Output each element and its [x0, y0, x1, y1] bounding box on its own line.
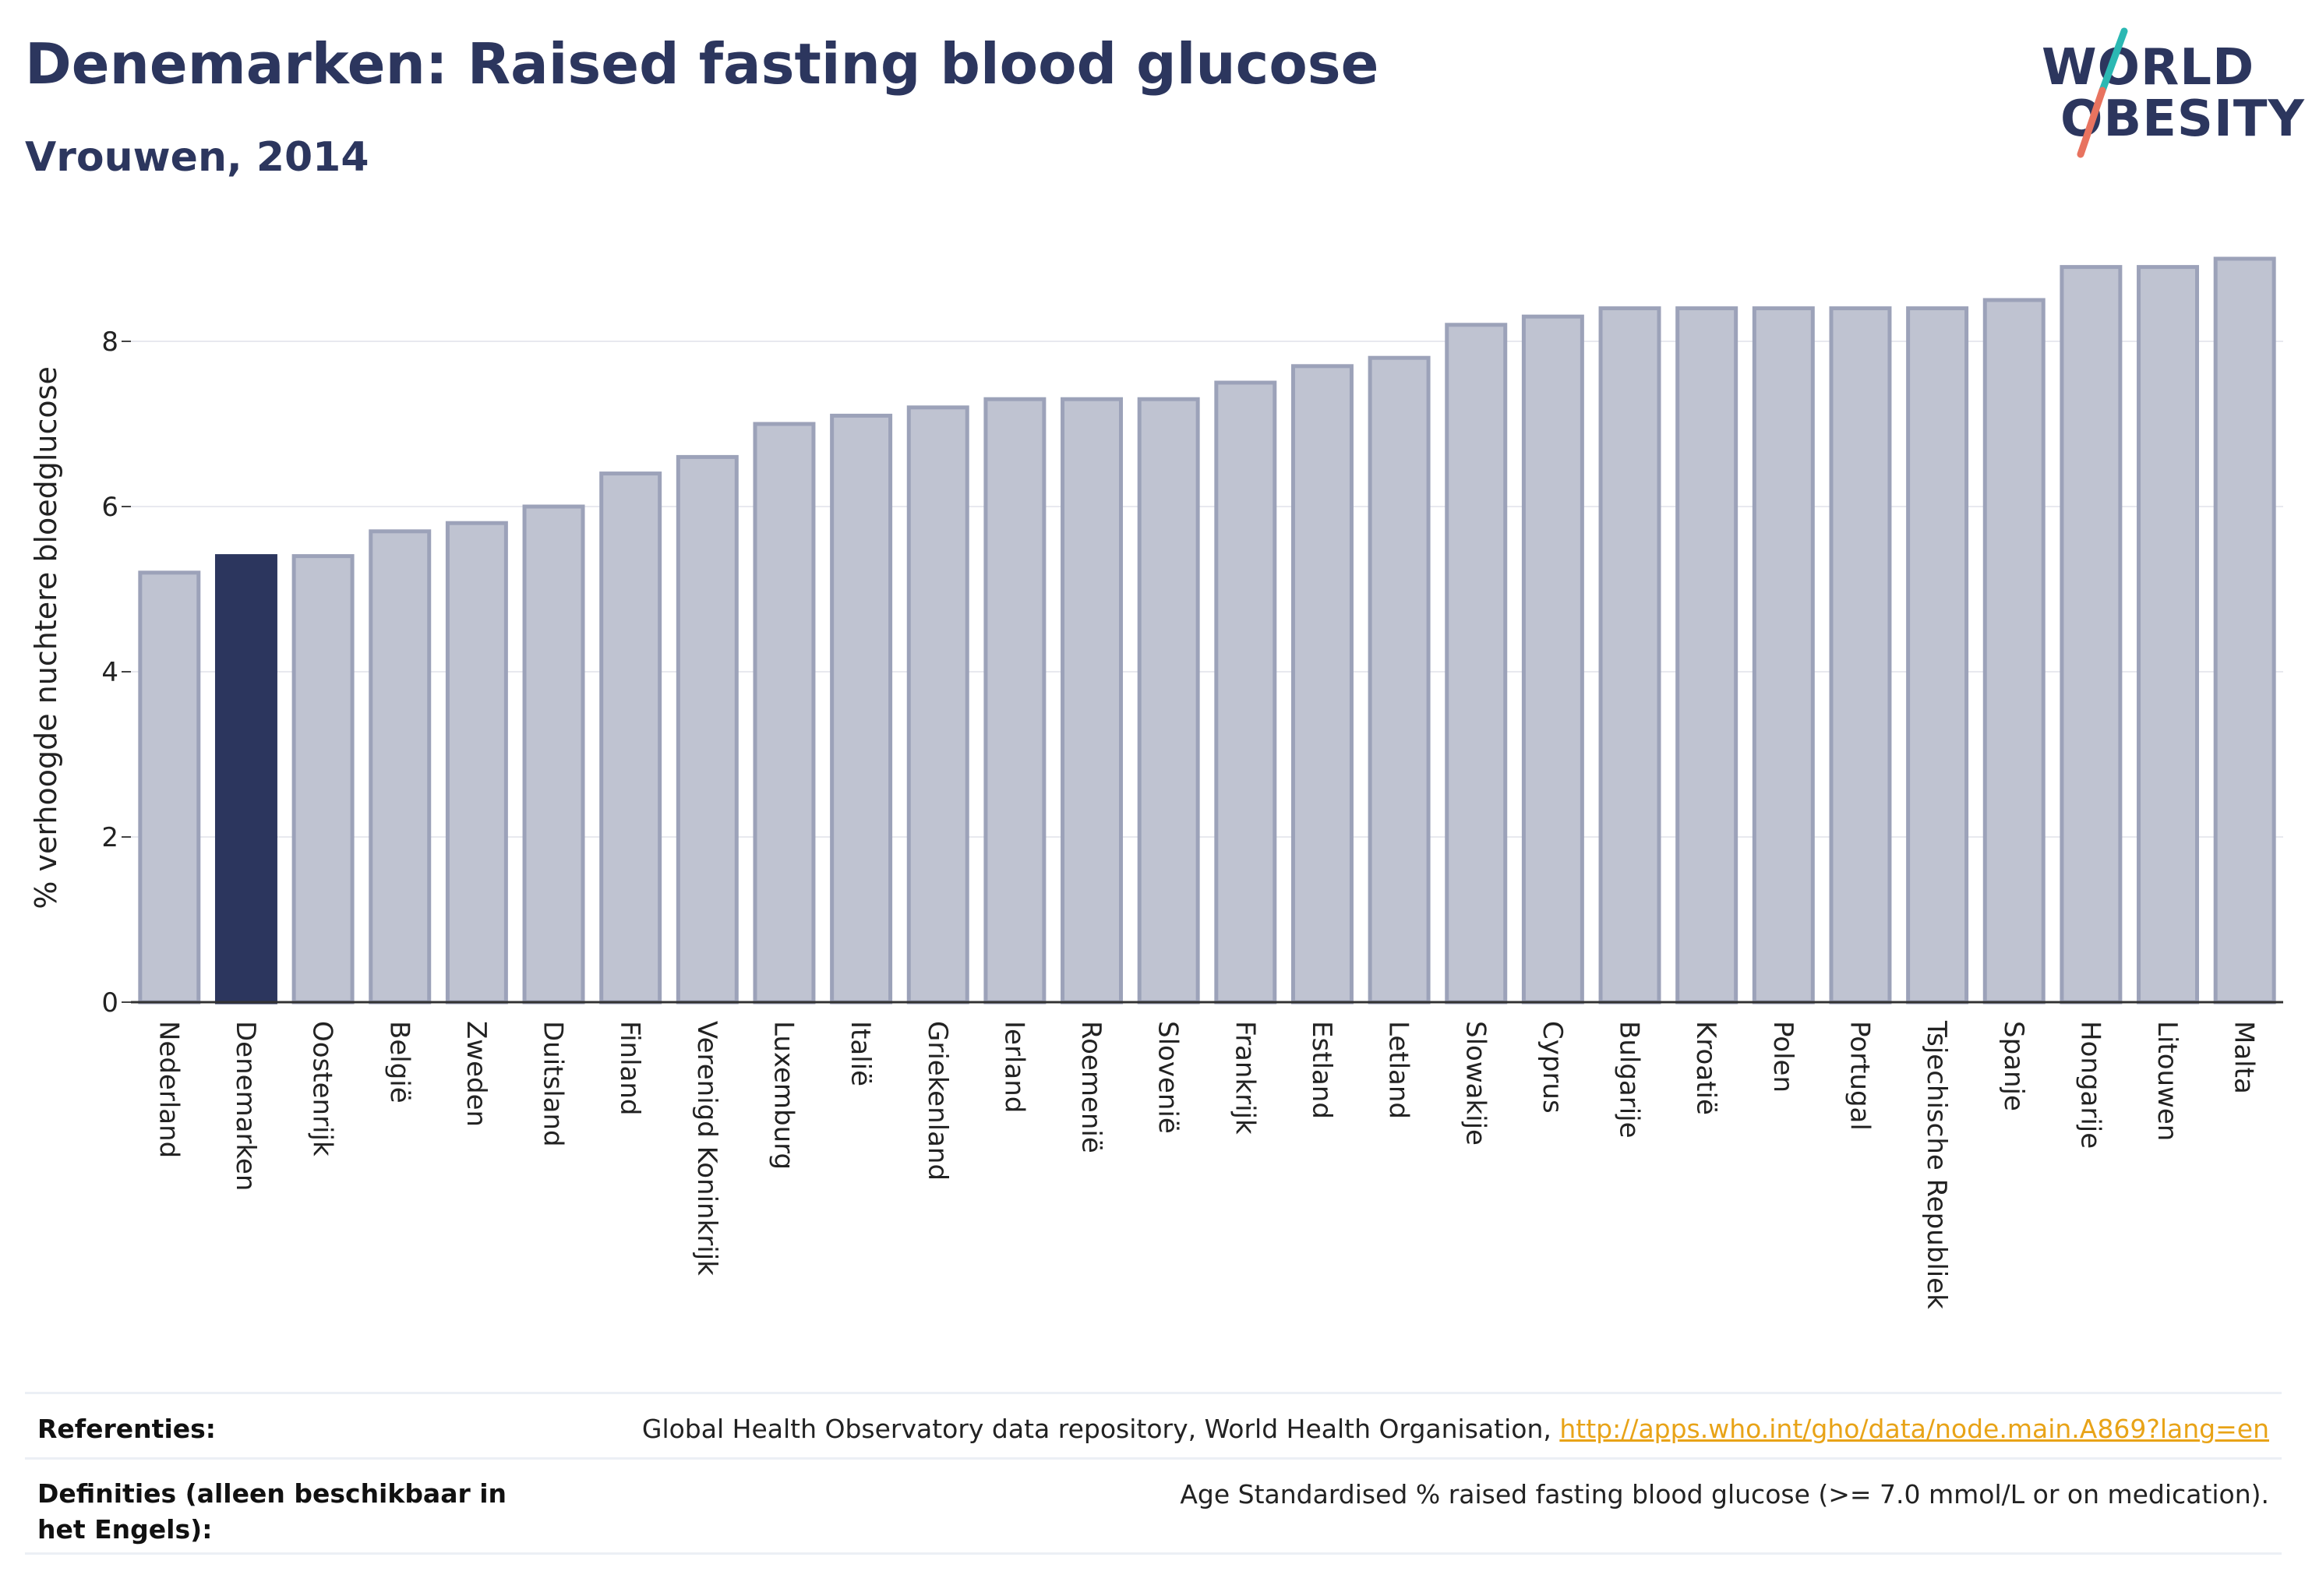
y-axis-label: % verhoogde nuchtere bloedglucose: [29, 366, 63, 909]
x-tick-label: Duitsland: [538, 1021, 569, 1147]
bar-kroati-: [1675, 306, 1738, 1005]
references-link[interactable]: http://apps.who.int/gho/data/node.main.A…: [1559, 1414, 2269, 1444]
bar-duitsland: [522, 504, 585, 1005]
bar-portugal: [1829, 306, 1892, 1005]
x-tick-label: Italië: [845, 1021, 876, 1086]
bar-tsjechische-republiek: [1906, 306, 1969, 1005]
x-tick-label: Polen: [1767, 1021, 1798, 1093]
x-tick-label: Zweden: [461, 1021, 492, 1127]
y-tick-label: 2: [101, 822, 118, 853]
bar-chart: 0 2 4 6 8 % verhoogde nuchtere bloedglucose Ne…: [29, 256, 2283, 1309]
x-tick-label: Malta: [2229, 1021, 2260, 1094]
y-tick-label: 0: [101, 987, 118, 1019]
footer-rule-top: [25, 1392, 2282, 1394]
bar-polen: [1752, 306, 1815, 1005]
x-tick-label: Slowakije: [1460, 1021, 1491, 1146]
bar-estland: [1290, 364, 1354, 1005]
world-obesity-logo: WORLD OBESITY: [2026, 23, 2304, 164]
bar-slowakije: [1445, 323, 1508, 1005]
bar-hongarije: [2060, 265, 2123, 1005]
x-tick-label: Letland: [1383, 1021, 1414, 1119]
x-tick-label: Bulgarije: [1614, 1021, 1645, 1139]
footer-rule-middle: [25, 1457, 2282, 1460]
bar-sloveni-: [1137, 397, 1200, 1005]
bar-malta: [2213, 256, 2276, 1005]
x-tick-label: Litouwen: [2151, 1021, 2183, 1141]
y-tick-label: 8: [101, 327, 118, 358]
x-tick-label: Frankrijk: [1229, 1021, 1260, 1135]
x-tick-label: Portugal: [1844, 1021, 1875, 1131]
bar-belgi-: [369, 529, 432, 1005]
tick-labels: 0 2 4 6 8 % verhoogde nuchtere bloedglucose Ne…: [29, 327, 2260, 1309]
bar-finland: [599, 471, 662, 1005]
x-tick-label: Ierland: [998, 1021, 1029, 1113]
references-text: Global Health Observatory data repositor…: [642, 1414, 2269, 1444]
bar-zweden: [445, 521, 508, 1005]
x-tick-label: Denemarken: [230, 1021, 261, 1191]
x-tick-label: Hongarije: [2074, 1021, 2106, 1149]
bar-denemarken: [214, 554, 277, 1005]
x-tick-label: Oostenrijk: [307, 1021, 338, 1156]
bars: [138, 256, 2276, 1005]
x-tick-label: Kroatië: [1690, 1021, 1721, 1115]
footer-rule-bottom: [25, 1552, 2282, 1555]
x-tick-label: Cyprus: [1537, 1021, 1568, 1114]
bar-griekenland: [906, 405, 969, 1005]
bar-spanje: [1982, 298, 2046, 1005]
bar-itali-: [830, 413, 893, 1005]
references-source: Global Health Observatory data repositor…: [641, 1414, 1560, 1444]
x-tick-label: Tsjechische Republiek: [1921, 1020, 1952, 1309]
bar-cyprus: [1521, 314, 1584, 1005]
bar-oostenrijk: [291, 554, 355, 1005]
bar-verenigd-koninkrijk: [676, 454, 739, 1005]
x-tick-label: Slovenië: [1152, 1021, 1184, 1134]
bar-roemeni-: [1061, 397, 1124, 1005]
x-tick-label: Luxemburg: [768, 1021, 799, 1170]
bar-ierland: [983, 397, 1047, 1005]
bar-litouwen: [2137, 265, 2200, 1005]
definitions-text: Age Standardised % raised fasting blood …: [1180, 1479, 2269, 1509]
y-tick-label: 6: [101, 492, 118, 523]
axes: [122, 341, 2283, 1004]
logo-line-1: WORLD: [2042, 39, 2255, 97]
definitions-label: Definities (alleen beschikbaar in het En…: [37, 1478, 507, 1545]
bar-frankrijk: [1214, 380, 1277, 1005]
page-subtitle: Vrouwen, 2014: [25, 134, 369, 181]
page-title: Denemarken: Raised fasting blood glucose: [25, 31, 1379, 97]
x-tick-label: Nederland: [153, 1021, 184, 1158]
bar-luxemburg: [753, 422, 816, 1005]
x-tick-label: Griekenland: [922, 1021, 953, 1181]
bar-bulgarije: [1598, 306, 1661, 1005]
bar-nederland: [138, 570, 201, 1005]
x-tick-label: Estland: [1306, 1021, 1337, 1119]
x-tick-label: België: [383, 1021, 415, 1103]
references-label: Referenties:: [37, 1414, 216, 1444]
x-tick-label: Roemenië: [1075, 1021, 1107, 1153]
x-tick-label: Verenigd Koninkrijk: [691, 1021, 722, 1276]
x-tick-label: Spanje: [1998, 1021, 2029, 1111]
logo-slash-icon: [2077, 27, 2128, 158]
x-tick-label: Finland: [614, 1021, 645, 1116]
bar-letland: [1368, 355, 1431, 1005]
y-tick-label: 4: [101, 657, 118, 688]
